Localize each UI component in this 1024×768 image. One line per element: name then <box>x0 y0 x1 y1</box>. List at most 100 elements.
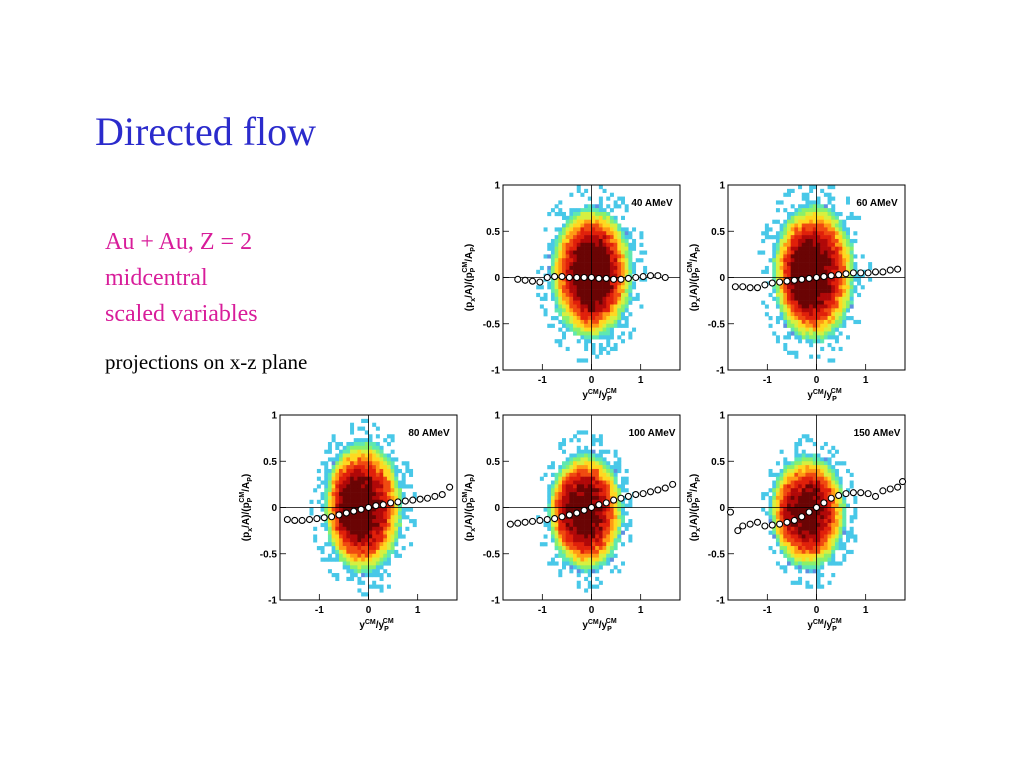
x-tick-label: 0 <box>366 605 372 616</box>
flow-point <box>761 281 769 289</box>
heatmap-svg: -1 -0.5 0 0.5 1 -1 0 1 150 AMeV yCM/yPCM (px/A)/(p… <box>687 411 907 633</box>
y-axis-label: (px/A)/(pPCM/AP) <box>462 474 477 541</box>
flow-point <box>602 274 610 282</box>
x-tick-label: 0 <box>814 605 820 616</box>
flow-point <box>857 269 865 277</box>
x-tick-label: -1 <box>538 605 547 616</box>
x-tick-label: -1 <box>538 375 547 386</box>
flow-point <box>798 513 806 521</box>
flow-point <box>595 501 603 509</box>
y-tick-label: 0.5 <box>263 457 277 468</box>
y-tick-label: 1 <box>271 411 277 422</box>
flow-point <box>827 494 835 502</box>
flow-point <box>565 273 573 282</box>
flow-point <box>528 277 537 285</box>
flow-point <box>746 520 754 528</box>
flow-point <box>646 488 655 496</box>
flow-point <box>798 275 806 283</box>
y-tick-label: 1 <box>719 181 725 192</box>
flow-point <box>573 273 581 282</box>
flow-point <box>364 503 373 512</box>
flow-point <box>551 515 559 523</box>
slide-title: Directed flow <box>95 109 317 154</box>
flow-point <box>602 499 610 507</box>
flow-point <box>394 498 402 506</box>
x-axis-label: yCM/yPCM <box>807 388 842 403</box>
flow-point <box>521 518 529 526</box>
flow-point <box>558 273 566 281</box>
y-tick-label: -0.5 <box>708 549 726 560</box>
heatmap-svg: -1 -0.5 0 0.5 1 -1 0 1 80 AMeV yCM/yPCM (px/A)/(pP… <box>239 411 458 633</box>
flow-point <box>558 513 566 521</box>
panel-60-amev: -1 -0.5 0 0.5 1 -1 0 1 60 AMeV yCM/yPCM (px/A)/(pP… <box>680 175 910 407</box>
x-axis-label: yCM/yPCM <box>582 618 617 633</box>
flow-points <box>506 480 677 528</box>
flow-point <box>639 273 647 281</box>
flow-point <box>646 272 655 280</box>
flow-point <box>536 516 544 524</box>
flow-point <box>632 491 640 499</box>
flow-point <box>551 273 559 281</box>
flow-point <box>328 513 336 521</box>
flow-point <box>805 274 813 282</box>
flow-points <box>726 478 907 535</box>
flow-point <box>654 272 662 280</box>
flow-point <box>790 276 798 284</box>
flow-point <box>595 274 603 282</box>
flow-point <box>820 273 828 281</box>
flow-point <box>731 283 739 291</box>
flow-point <box>871 492 880 500</box>
flow-point <box>514 275 522 283</box>
flow-point <box>783 518 791 526</box>
flow-point <box>610 496 618 504</box>
y-axis-label: (px/A)/(pPCM/AP) <box>462 244 477 311</box>
flow-point <box>610 275 618 283</box>
heatmap-cells <box>536 185 648 363</box>
flow-point <box>387 499 395 507</box>
flow-point <box>617 494 625 502</box>
flow-point <box>726 508 735 516</box>
flow-point <box>416 495 424 503</box>
flow-point <box>871 268 880 276</box>
flow-point <box>661 273 669 282</box>
heatmap-cells <box>761 434 858 589</box>
x-axis-label: yCM/yPCM <box>582 388 617 403</box>
flow-point <box>835 271 843 279</box>
flow-point <box>409 496 417 504</box>
flow-point <box>446 483 454 491</box>
flow-point <box>536 278 544 286</box>
subtitle-line-centrality: midcentral <box>105 265 208 291</box>
panel-150-amev: -1 -0.5 0 0.5 1 -1 0 1 150 AMeV yCM/yPCM (px/A)/(p… <box>680 405 910 637</box>
x-tick-label: 1 <box>415 605 421 616</box>
x-tick-label: 1 <box>863 375 869 386</box>
flow-point <box>898 478 907 486</box>
y-tick-label: -1 <box>491 596 500 607</box>
y-tick-label: -0.5 <box>483 549 501 560</box>
flow-point <box>739 283 747 291</box>
flow-point <box>587 273 596 282</box>
x-tick-label: 0 <box>589 375 595 386</box>
panel-energy-label: 40 AMeV <box>631 198 673 209</box>
flow-point <box>313 515 321 523</box>
flow-point <box>783 277 791 285</box>
flow-point <box>283 515 291 524</box>
flow-point <box>776 520 784 528</box>
y-tick-label: -1 <box>268 596 277 607</box>
flow-point <box>768 279 776 287</box>
flow-point <box>842 490 850 498</box>
flow-point <box>827 272 835 280</box>
y-tick-label: 0.5 <box>711 457 725 468</box>
flow-point <box>746 284 754 292</box>
flow-point <box>805 508 813 516</box>
panel-40-amev: -1 -0.5 0 0.5 1 -1 0 1 40 AMeV yCM/yPCM (px/A)/(pP… <box>455 175 685 407</box>
flow-point <box>521 276 529 284</box>
flow-point <box>654 486 662 494</box>
flow-point <box>820 499 828 507</box>
flow-point <box>320 514 328 522</box>
flow-point <box>894 483 902 491</box>
x-axis-label: yCM/yPCM <box>807 618 842 633</box>
x-tick-label: 1 <box>638 605 644 616</box>
flow-point <box>835 491 843 500</box>
flow-point <box>514 519 522 527</box>
flow-point <box>543 273 551 282</box>
